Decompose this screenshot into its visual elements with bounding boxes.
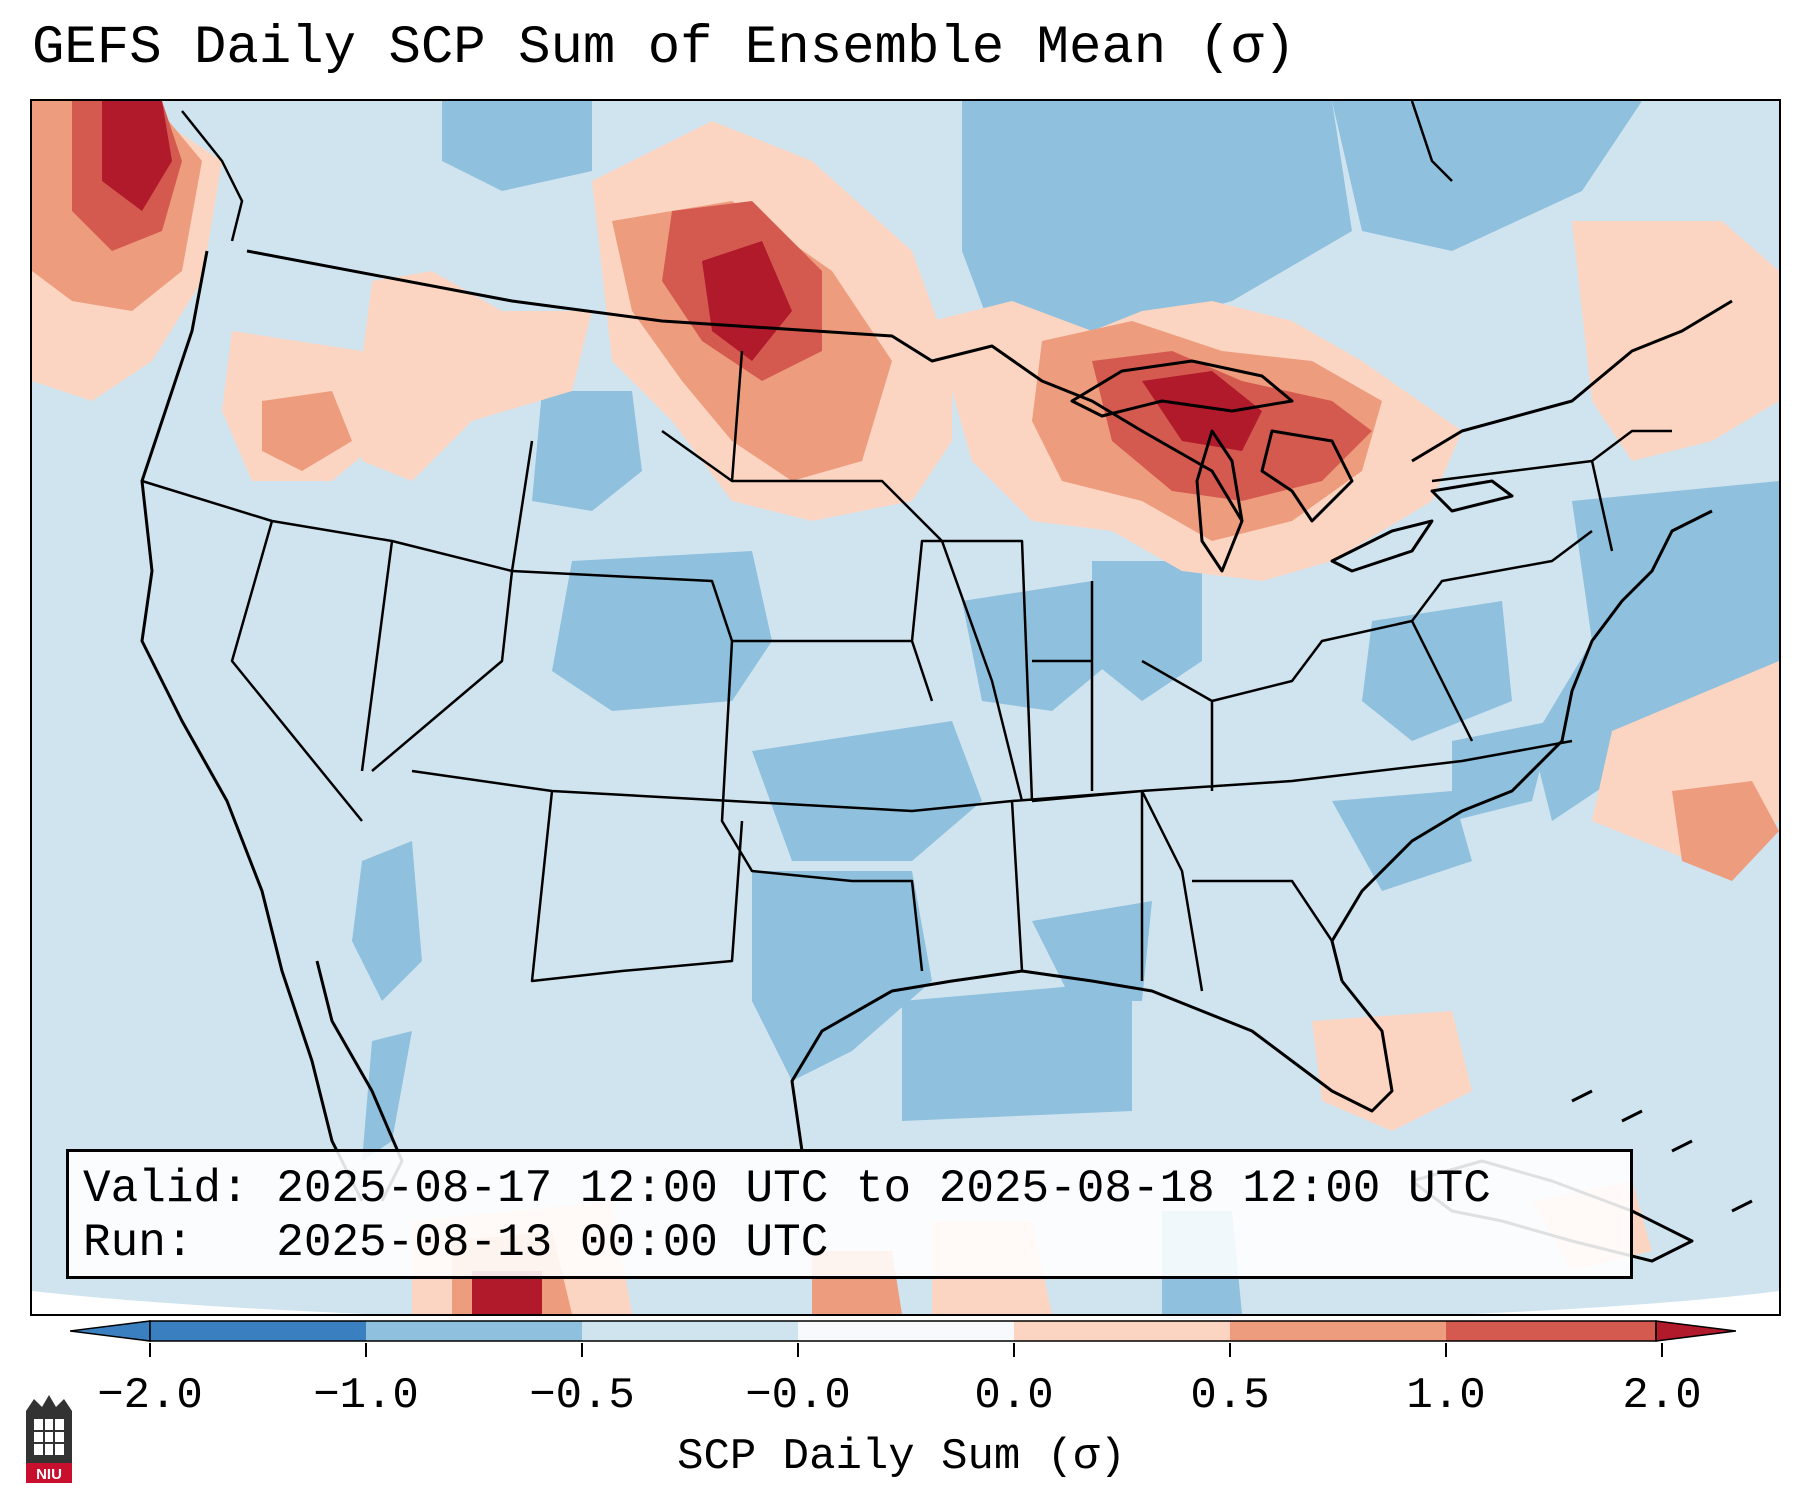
tick-mark	[1229, 1343, 1231, 1357]
tick-mark	[581, 1343, 583, 1357]
colorbar	[70, 1320, 1736, 1342]
negative-anomaly-shading	[352, 101, 1779, 1314]
niu-logo: NIU	[26, 1395, 72, 1483]
map-panel	[30, 99, 1781, 1316]
tick-label: 1.0	[1406, 1371, 1486, 1421]
us-canada-border	[246, 249, 1244, 522]
tick-mark	[1013, 1343, 1015, 1357]
tick-label: −0.0	[745, 1371, 851, 1421]
lake-erie	[1330, 519, 1434, 573]
colorbar-segment-2	[366, 1321, 582, 1341]
tick-label: −2.0	[97, 1371, 203, 1421]
tick-mark	[1661, 1343, 1663, 1357]
atlantic-coastline	[1330, 509, 1713, 982]
state-lines	[141, 350, 1672, 992]
tick-mark	[365, 1343, 367, 1357]
tick-mark	[1445, 1343, 1447, 1357]
valid-time-text: Valid: 2025-08-17 12:00 UTC to 2025-08-1…	[83, 1163, 1491, 1215]
colorbar-max-extend	[1655, 1320, 1736, 1342]
extreme-positive-anomaly-shading	[102, 101, 1262, 1314]
lake-michigan	[1195, 429, 1244, 573]
run-time-text: Run: 2025-08-13 00:00 UTC	[83, 1217, 829, 1269]
colorbar-segment-5	[1014, 1321, 1230, 1341]
colorbar-outline	[149, 1320, 1657, 1342]
us-canada-border-east	[1411, 299, 1733, 463]
lake-superior	[1070, 359, 1294, 418]
colorbar-segment-1	[150, 1321, 366, 1341]
lake-huron	[1260, 429, 1354, 523]
tick-mark	[797, 1343, 799, 1357]
colorbar-ticks: −2.0 −1.0 −0.5 −0.0 0.0 0.5 1.0 2.0	[0, 1343, 1803, 1421]
valid-run-infobox: Valid: 2025-08-17 12:00 UTC to 2025-08-1…	[66, 1149, 1633, 1279]
tick-label: 0.0	[974, 1371, 1054, 1421]
tick-label: −0.5	[529, 1371, 635, 1421]
tick-label: 2.0	[1622, 1371, 1702, 1421]
logo-window	[34, 1419, 64, 1455]
colorbar-segment-7	[1446, 1321, 1656, 1341]
lake-ontario	[1430, 479, 1514, 513]
colorbar-segment-3	[582, 1321, 798, 1341]
tick-label: −1.0	[313, 1371, 419, 1421]
scp-anomaly-map	[32, 101, 1779, 1314]
colorbar-label: SCP Daily Sum (σ)	[677, 1432, 1126, 1482]
colorbar-segment-4	[798, 1321, 1014, 1341]
pacific-coastline	[140, 250, 364, 1202]
gulf-coastline	[790, 969, 1394, 1152]
bahamas-islands	[1571, 1089, 1753, 1213]
logo-text: NIU	[36, 1466, 62, 1483]
tick-mark	[149, 1343, 151, 1357]
colorbar-segment-6	[1230, 1321, 1446, 1341]
boundary-lines	[140, 249, 1753, 1263]
colorbar-min-extend	[70, 1320, 151, 1342]
logo-banner	[26, 1463, 72, 1483]
coastal-islands	[181, 101, 1453, 242]
map-title: GEFS Daily SCP Sum of Ensemble Mean (σ)	[32, 18, 1296, 79]
tick-label: 0.5	[1190, 1371, 1270, 1421]
